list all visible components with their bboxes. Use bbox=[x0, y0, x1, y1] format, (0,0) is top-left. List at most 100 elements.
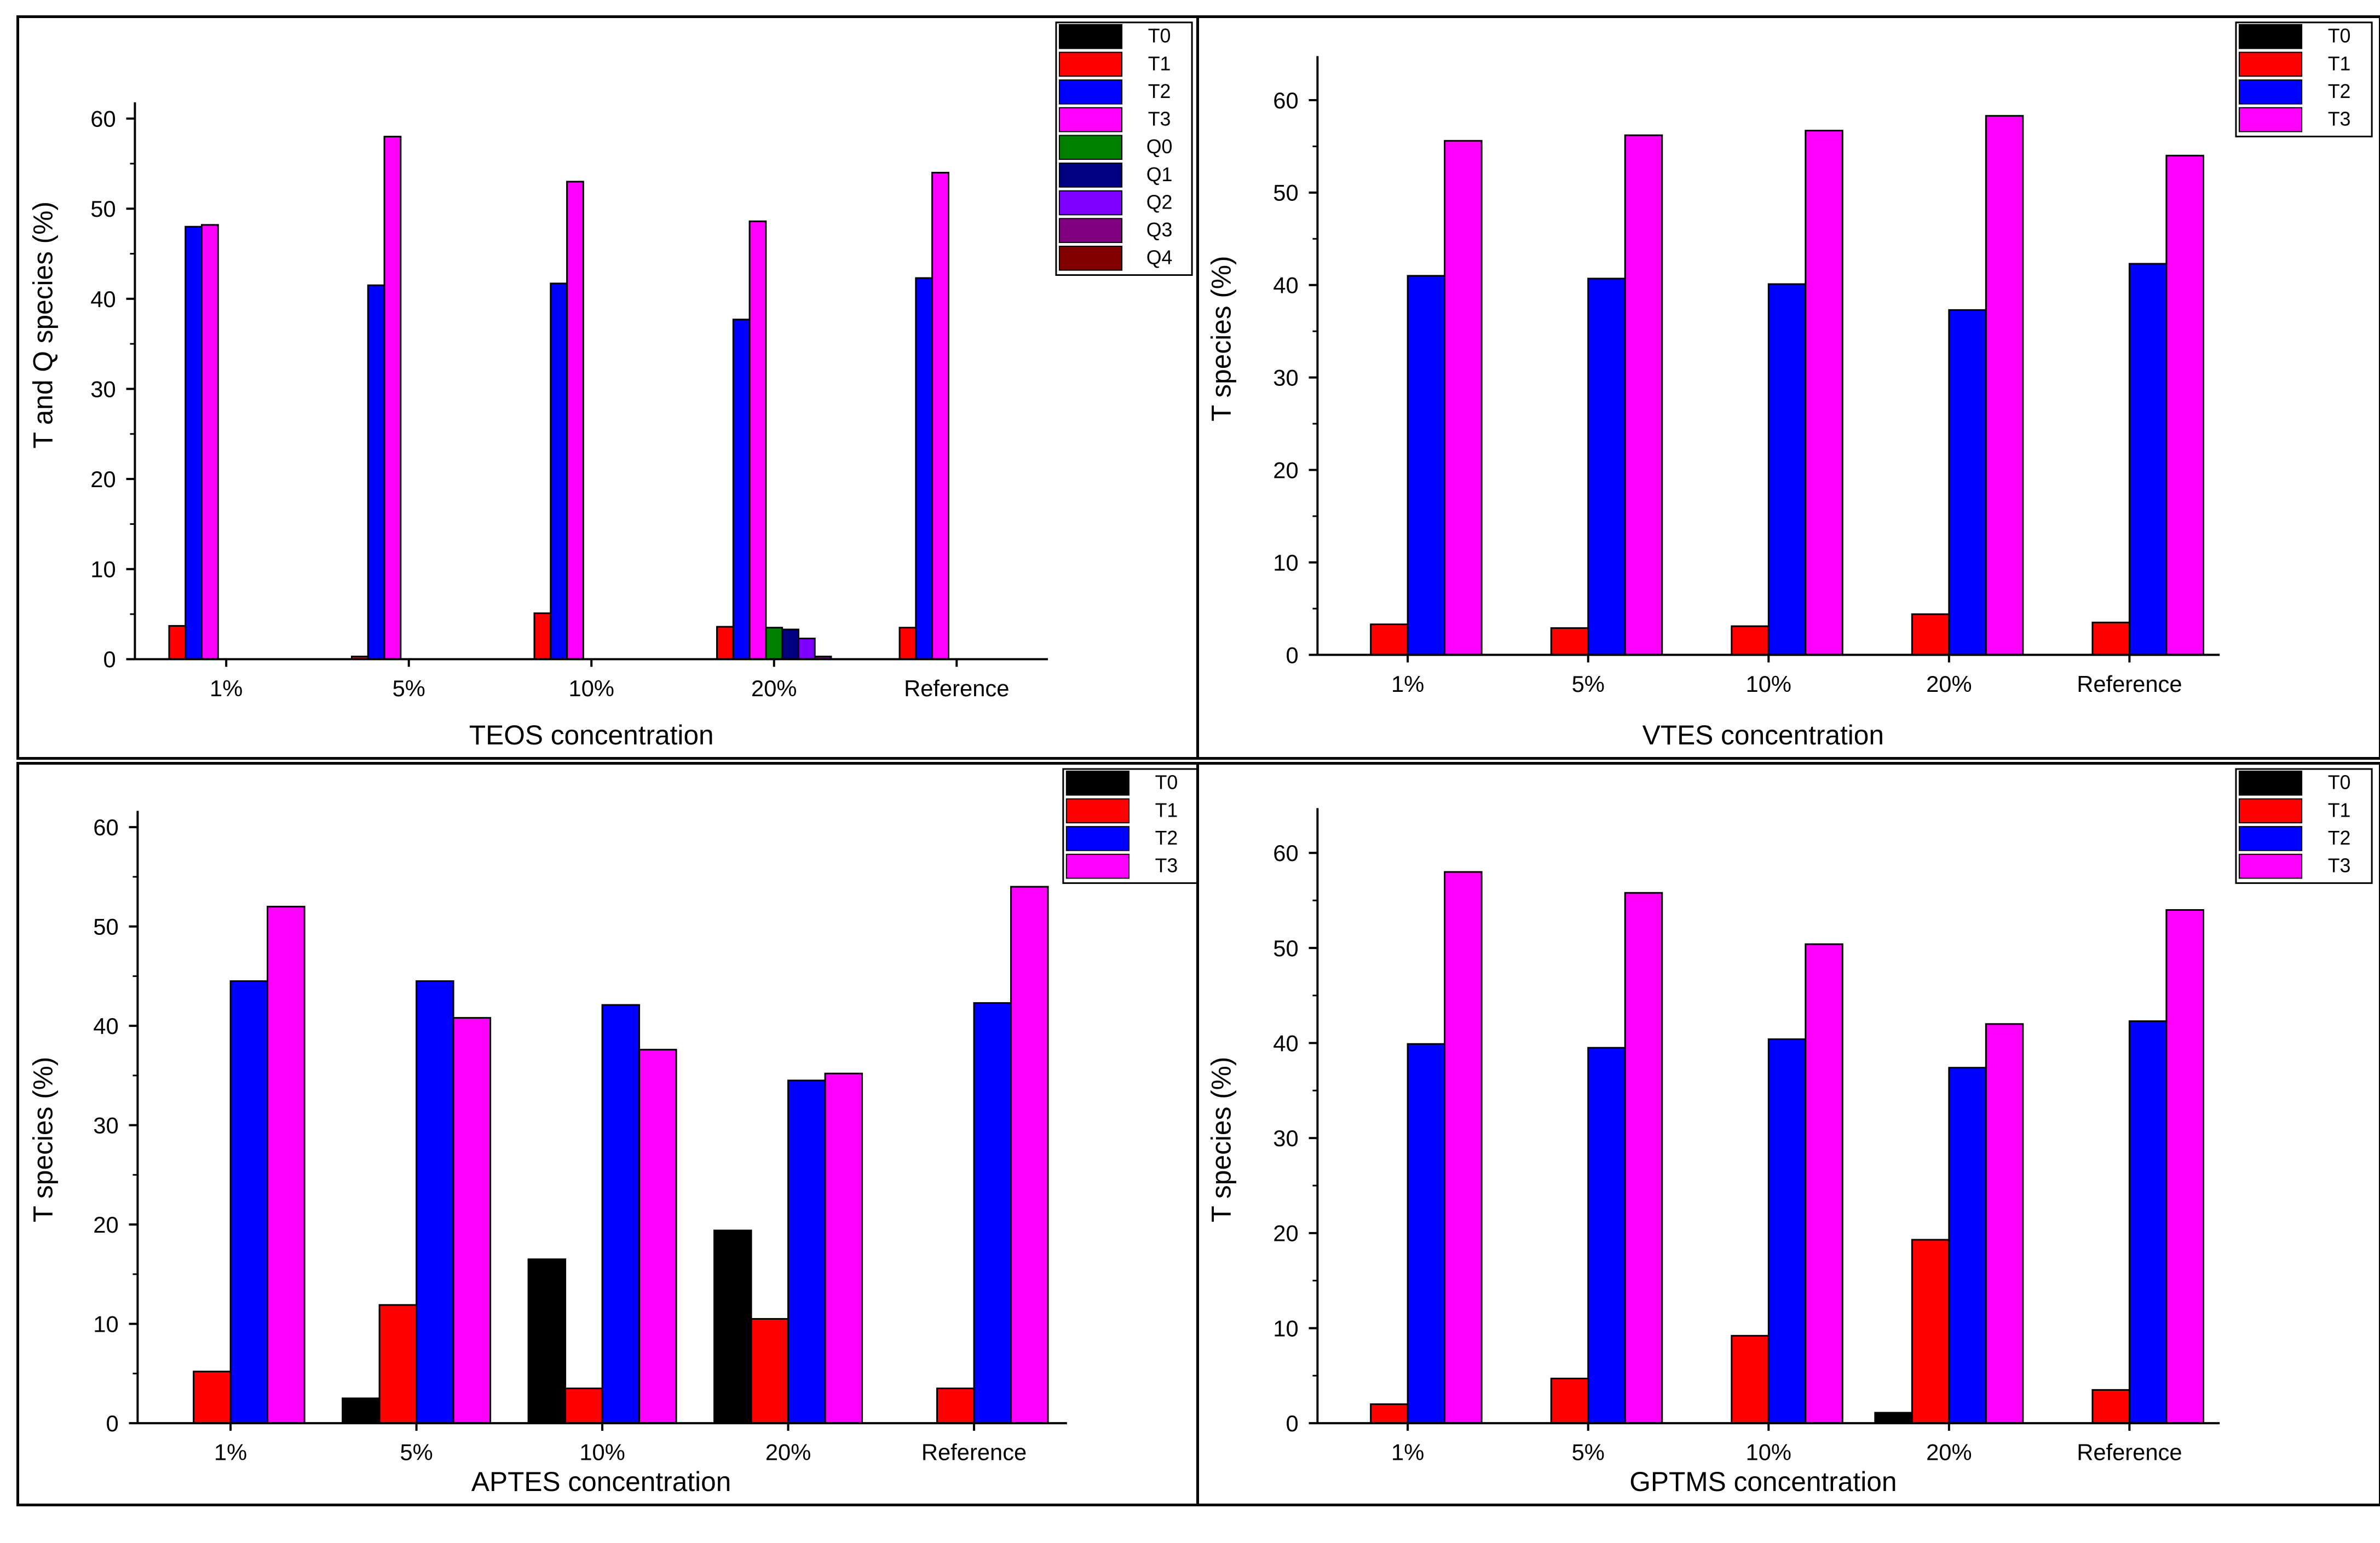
chart-vtes-svg: 1% 5% 10% 20% Reference 0 10 20 30 40 50 60 VTES co… bbox=[1206, 21, 2373, 750]
bar-t1-5pct bbox=[378, 1304, 418, 1424]
chart-teos-svg: 1% 5% 10% 20% Reference 0 10 20 30 40 50 60 TEOS co… bbox=[28, 21, 1193, 750]
legend-label-t1: T1 bbox=[1155, 799, 1178, 821]
x-tick-label: 10% bbox=[1746, 671, 1791, 697]
bar-t1-10pct bbox=[533, 612, 552, 660]
chart-gptms-svg: 1% 5% 10% 20% Reference 0 10 20 30 40 50 60 GPTMS c… bbox=[1206, 768, 2373, 1497]
x-tick-label: Reference bbox=[2077, 671, 2182, 697]
y-tick-label: 40 bbox=[90, 286, 116, 312]
chart-panel-aptes: 1% 5% 10% 20% Reference 0 10 20 30 40 50 60 APTES c… bbox=[16, 762, 1202, 1506]
x-tick-label: 20% bbox=[1926, 671, 1972, 697]
legend: T0 T1 T2 T3 bbox=[2235, 768, 2373, 884]
chart-panel-vtes: 1% 5% 10% 20% Reference 0 10 20 30 40 50 60 VTES co… bbox=[1196, 15, 2380, 760]
y-tick-label: 30 bbox=[93, 1113, 118, 1139]
legend-swatch-q2 bbox=[1058, 190, 1123, 216]
legend-swatch-t2 bbox=[1058, 79, 1123, 105]
bar-t3-20pct bbox=[824, 1072, 863, 1424]
bar-t3-20pct bbox=[1985, 115, 2024, 656]
bar-t2-5pct bbox=[1587, 1047, 1626, 1424]
legend-swatch-t0 bbox=[1065, 770, 1130, 796]
y-tick-label: 10 bbox=[93, 1311, 118, 1337]
y-tick-label: 60 bbox=[1273, 88, 1298, 113]
legend: T0 T1 T2 T3 bbox=[1062, 768, 1199, 884]
bar-t2-5pct bbox=[416, 980, 454, 1424]
bar-t2-20pct bbox=[732, 319, 751, 660]
bar-t2-10pct bbox=[550, 282, 568, 660]
legend-swatch-t1 bbox=[2238, 51, 2303, 77]
bar-t1-10pct bbox=[1731, 625, 1770, 656]
legend-swatch-t3 bbox=[1065, 853, 1130, 879]
bar-t2-ref bbox=[915, 277, 933, 660]
x-tick-label: 10% bbox=[579, 1440, 625, 1465]
legend-swatch-t0 bbox=[2238, 24, 2303, 49]
y-tick-label: 30 bbox=[1273, 365, 1298, 391]
bar-t2-10pct bbox=[601, 1004, 641, 1424]
bar-q0-20pct bbox=[765, 627, 783, 660]
y-tick-label: 0 bbox=[106, 1411, 118, 1436]
chart-aptes-svg: 1% 5% 10% 20% Reference 0 10 20 30 40 50 60 APTES c… bbox=[28, 768, 1199, 1497]
y-tick-label: 20 bbox=[90, 466, 116, 492]
x-tick-label: 1% bbox=[214, 1440, 247, 1465]
axes-group: 1% 5% 10% 20% Reference 0 10 20 30 40 50 60 bbox=[93, 811, 1067, 1465]
bar-t0-20pct bbox=[713, 1229, 752, 1424]
y-tick-label: 50 bbox=[1273, 180, 1298, 206]
legend-label-q3: Q3 bbox=[1146, 219, 1173, 241]
bar-t3-5pct bbox=[383, 136, 402, 660]
legend-label-t0: T0 bbox=[2328, 25, 2351, 47]
bars-group bbox=[193, 886, 1049, 1424]
y-tick-label: 10 bbox=[90, 557, 116, 582]
legend-label-t0: T0 bbox=[1155, 772, 1178, 794]
bar-t3-ref bbox=[2165, 154, 2204, 656]
bars-group bbox=[1370, 871, 2204, 1424]
legend: T0 T1 T2 T3 bbox=[2235, 21, 2373, 137]
bar-t1-1pct bbox=[1370, 1403, 1409, 1424]
x-axis-label: GPTMS concentration bbox=[1629, 1466, 1897, 1497]
x-tick-label: Reference bbox=[2077, 1440, 2182, 1465]
y-tick-label: 60 bbox=[93, 814, 118, 840]
bar-t1-ref bbox=[898, 627, 917, 660]
bar-t1-20pct bbox=[1911, 613, 1950, 656]
legend-swatch-t3 bbox=[2238, 853, 2303, 879]
bar-t3-ref bbox=[931, 171, 949, 660]
x-tick-label: 5% bbox=[1572, 1440, 1605, 1465]
legend-label-t0: T0 bbox=[2328, 772, 2351, 794]
y-tick-label: 40 bbox=[1273, 1030, 1298, 1056]
legend-swatch-t1 bbox=[2238, 798, 2303, 824]
bar-t0-10pct bbox=[527, 1258, 567, 1424]
bar-t1-20pct bbox=[750, 1318, 790, 1424]
legend-label-t3: T3 bbox=[1155, 855, 1178, 877]
bar-t1-5pct bbox=[1550, 627, 1589, 656]
x-axis-label: TEOS concentration bbox=[469, 720, 714, 750]
x-tick-label: 1% bbox=[1391, 671, 1424, 697]
chart-panel-teos: 1% 5% 10% 20% Reference 0 10 20 30 40 50 60 TEOS co… bbox=[16, 15, 1202, 760]
bar-t1-20pct bbox=[716, 626, 734, 660]
bar-t3-1pct bbox=[267, 905, 306, 1424]
legend-swatch-q3 bbox=[1058, 218, 1123, 243]
y-tick-label: 50 bbox=[93, 914, 118, 940]
legend-swatch-t1 bbox=[1065, 798, 1130, 824]
bar-t0-5pct bbox=[342, 1397, 381, 1424]
legend-label-t3: T3 bbox=[1148, 108, 1171, 130]
legend-swatch-t0 bbox=[2238, 770, 2303, 796]
x-tick-label: 1% bbox=[1391, 1440, 1424, 1465]
bars-group bbox=[1370, 115, 2204, 656]
axes-group: 1% 5% 10% 20% Reference 0 10 20 30 40 50 60 bbox=[1273, 56, 2220, 697]
x-tick-label: 20% bbox=[751, 675, 797, 701]
x-axis-label: VTES concentration bbox=[1643, 720, 1884, 750]
bar-t3-ref bbox=[2165, 909, 2204, 1424]
x-tick-label: 1% bbox=[210, 675, 243, 701]
y-axis-label: T species (%) bbox=[1206, 1057, 1237, 1222]
x-tick-label: Reference bbox=[921, 1440, 1027, 1465]
axes-group: 1% 5% 10% 20% Reference 0 10 20 30 40 50 60 bbox=[90, 102, 1048, 701]
legend-label-t2: T2 bbox=[1148, 80, 1171, 102]
legend-label-t1: T1 bbox=[2328, 799, 2351, 821]
bar-t2-20pct bbox=[1948, 1067, 1987, 1424]
legend-swatch-t2 bbox=[1065, 826, 1130, 851]
bar-t1-1pct bbox=[1370, 623, 1409, 656]
y-tick-label: 30 bbox=[1273, 1125, 1298, 1151]
bar-t2-ref bbox=[2128, 263, 2168, 656]
legend: T0 T1 T2 T3 Q0 Q1 Q2 Q3 Q4 bbox=[1055, 21, 1193, 276]
y-tick-label: 20 bbox=[1273, 1221, 1298, 1246]
x-tick-label: Reference bbox=[904, 675, 1009, 701]
x-tick-label: 10% bbox=[1746, 1440, 1791, 1465]
y-tick-label: 50 bbox=[90, 196, 116, 222]
